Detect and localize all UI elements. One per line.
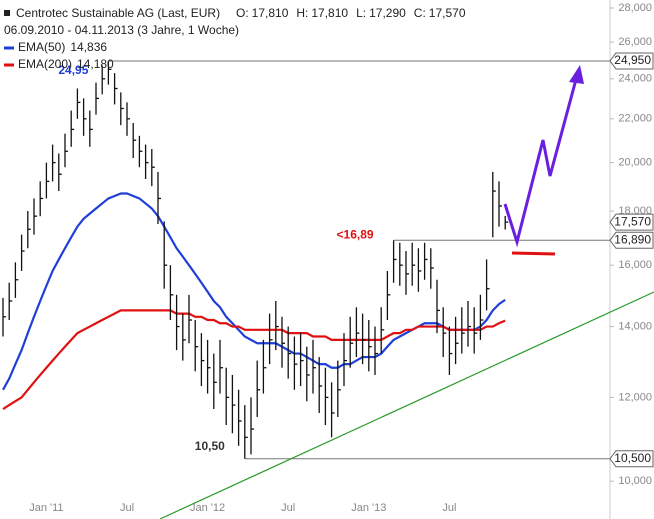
quote-label: O: bbox=[236, 6, 249, 20]
y-tick-label: 26,000 bbox=[618, 36, 652, 48]
quote-value: 17,810 bbox=[252, 6, 289, 20]
y-tick-label: 14,000 bbox=[618, 320, 652, 332]
x-tick-label: Jul bbox=[442, 502, 456, 514]
price-box bbox=[609, 231, 654, 249]
y-tick-label: 22,000 bbox=[618, 113, 652, 125]
arrow-head bbox=[569, 65, 584, 84]
price-box-label: 16,890 bbox=[614, 232, 651, 246]
support-mark bbox=[511, 251, 556, 256]
x-tick-label: Jan '12 bbox=[190, 502, 225, 514]
price-box-label: 10,500 bbox=[614, 451, 651, 465]
subtitle: 06.09.2010 - 04.11.2013 (3 Jahre, 1 Woch… bbox=[4, 23, 239, 37]
drawings bbox=[159, 65, 654, 519]
x-tick-label: Jul bbox=[120, 502, 134, 514]
x-tick-label: Jan '13 bbox=[351, 502, 386, 514]
y-tick-label: 12,000 bbox=[618, 391, 652, 403]
price-box bbox=[609, 52, 654, 70]
x-tick-label: Jan '11 bbox=[29, 502, 63, 514]
price-box bbox=[609, 213, 654, 231]
level-label: 10,50 bbox=[195, 439, 225, 453]
ema-line bbox=[2, 309, 506, 410]
header: Centrotec Sustainable AG (Last, EUR) 06.… bbox=[4, 6, 466, 71]
legend-swatch bbox=[4, 10, 10, 16]
ema-line bbox=[2, 192, 506, 391]
quote-label: C: bbox=[414, 6, 426, 20]
y-tick-label: 28,000 bbox=[618, 2, 652, 14]
title: Centrotec Sustainable AG (Last, EUR) bbox=[16, 6, 220, 20]
legend-value: 14,836 bbox=[70, 40, 107, 54]
legend-name: EMA(200) bbox=[18, 57, 72, 71]
quote-label: L: bbox=[356, 6, 366, 20]
quote-value: 17,290 bbox=[369, 6, 406, 20]
level-label: <16,89 bbox=[337, 227, 374, 241]
legend-value: 14,180 bbox=[77, 57, 114, 71]
y-tick-label: 10,000 bbox=[618, 475, 652, 487]
price-box bbox=[609, 450, 654, 468]
price-box-label: 24,950 bbox=[614, 53, 651, 67]
quote-label: H: bbox=[296, 6, 308, 20]
quote-value: 17,810 bbox=[311, 6, 348, 20]
legend-name: EMA(50) bbox=[18, 40, 65, 54]
level-label: 24,95 bbox=[58, 63, 88, 77]
forecast-arrow bbox=[503, 71, 580, 248]
quote-value: 17,570 bbox=[429, 6, 466, 20]
price-box-label: 17,570 bbox=[614, 214, 651, 228]
x-tick-label: Jul bbox=[281, 502, 295, 514]
y-tick-label: 20,000 bbox=[618, 157, 652, 169]
trend-line bbox=[159, 291, 654, 519]
y-tick-label: 24,000 bbox=[618, 73, 652, 85]
y-tick-label: 16,000 bbox=[618, 259, 652, 271]
